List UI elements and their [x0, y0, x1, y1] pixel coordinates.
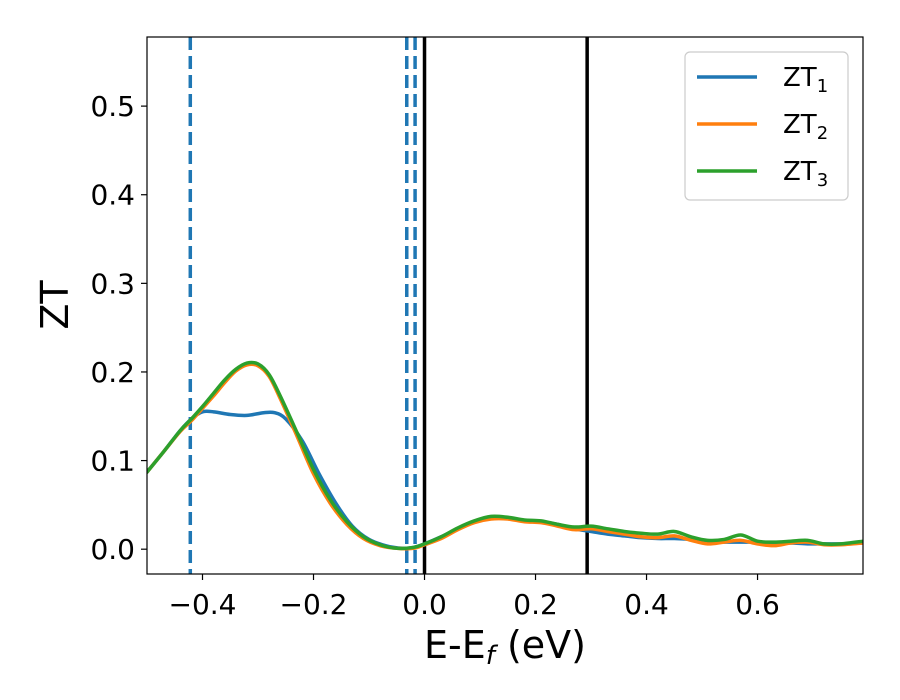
x-tick-label: −0.4	[169, 588, 237, 621]
series-line-zt3	[147, 360, 863, 551]
legend-label-zt2: ZT2	[783, 110, 828, 144]
y-axis: 0.0 0.1 0.2 0.3 0.4 0.5	[90, 90, 147, 566]
reference-lines	[188, 37, 589, 574]
x-tick-label: 0.0	[402, 588, 447, 621]
x-tick-label: 0.2	[513, 588, 558, 621]
series-line-zt1	[147, 409, 863, 551]
y-tick-label: 0.1	[90, 445, 135, 478]
series-line-zt2	[147, 362, 863, 551]
legend-box	[684, 51, 849, 201]
x-tick-label: −0.2	[280, 588, 348, 621]
series-group	[147, 360, 863, 551]
y-tick-label: 0.4	[90, 179, 135, 212]
y-tick-label: 0.3	[90, 267, 135, 300]
x-tick-label: 0.6	[735, 588, 780, 621]
y-tick-label: 0.2	[90, 356, 135, 389]
y-axis-label: ZT	[33, 280, 77, 330]
legend: ZT1 ZT2 ZT3	[684, 51, 849, 201]
x-tick-label: 0.4	[624, 588, 669, 621]
plot-frame	[146, 36, 864, 575]
legend-label-zt1: ZT1	[783, 63, 828, 97]
y-tick-label: 0.0	[90, 533, 135, 566]
legend-label-zt3: ZT3	[783, 157, 828, 191]
x-axis-label: E-Ef (eV)	[424, 623, 586, 671]
x-axis: −0.4 −0.2 0.0 0.2 0.4 0.6	[169, 574, 780, 621]
y-tick-label: 0.5	[90, 90, 135, 123]
